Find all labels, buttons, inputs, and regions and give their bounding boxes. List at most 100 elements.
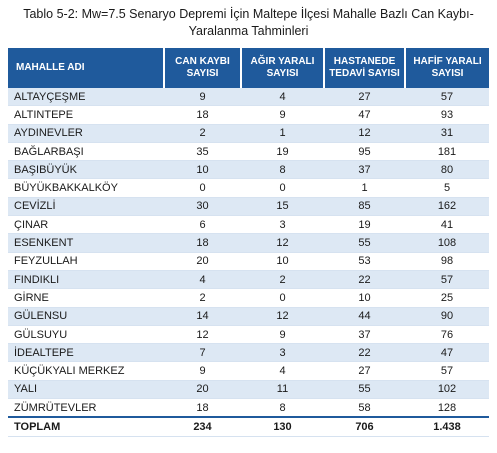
cell-severe-injured: 0	[241, 178, 324, 198]
header-hospital-treated: HASTANEDE TEDAVİ SAYISI	[323, 48, 405, 88]
cell-severe-injured: 8	[241, 398, 324, 418]
cell-severe-injured: 12	[241, 233, 324, 253]
table-row: ALTAYÇEŞME 9 4 27 57	[8, 88, 489, 107]
cell-light-injured: 162	[405, 197, 489, 217]
cell-light-injured: 80	[405, 160, 489, 180]
header-light-injured-line-1: HAFİF YARALI	[413, 56, 482, 67]
total-row: TOPLAM 234 130 706 1.438	[8, 416, 489, 437]
cell-severe-injured: 10	[241, 252, 324, 271]
cell-hospital-treated: 58	[324, 398, 405, 418]
total-hospital-treated: 706	[324, 416, 405, 437]
cell-neighborhood: CEVİZLİ	[8, 197, 164, 217]
cell-severe-injured: 0	[241, 288, 324, 308]
table-row: BÜYÜKBAKKALKÖY 0 0 1 5	[8, 178, 489, 198]
header-neighborhood-line-1: MAHALLE ADI	[16, 62, 85, 73]
cell-deaths: 18	[164, 233, 241, 253]
total-severe-injured: 130	[241, 416, 324, 437]
cell-hospital-treated: 27	[324, 361, 405, 381]
table-row: GİRNE 2 0 10 25	[8, 288, 489, 308]
cell-hospital-treated: 1	[324, 178, 405, 198]
cell-neighborhood: FINDIKLI	[8, 270, 164, 290]
cell-hospital-treated: 55	[324, 233, 405, 253]
cell-light-injured: 181	[405, 142, 489, 162]
cell-neighborhood: İDEALTEPE	[8, 343, 164, 363]
cell-light-injured: 128	[405, 398, 489, 418]
cell-neighborhood: GÜLSUYU	[8, 325, 164, 345]
cell-neighborhood: ALTINTEPE	[8, 105, 164, 125]
cell-deaths: 4	[164, 270, 241, 290]
cell-deaths: 20	[164, 252, 241, 271]
cell-severe-injured: 15	[241, 197, 324, 217]
cell-neighborhood: AYDINEVLER	[8, 124, 164, 143]
cell-hospital-treated: 55	[324, 380, 405, 400]
header-row: MAHALLE ADI CAN KAYBI SAYISI AĞIR YARALI SAY…	[8, 48, 489, 88]
cell-deaths: 30	[164, 197, 241, 217]
cell-hospital-treated: 95	[324, 142, 405, 162]
cell-neighborhood: BAĞLARBAŞI	[8, 142, 164, 162]
cell-light-injured: 76	[405, 325, 489, 345]
cell-deaths: 20	[164, 380, 241, 400]
cell-light-injured: 93	[405, 105, 489, 125]
table-body: ALTAYÇEŞME 9 4 27 57 ALTINTEPE 18 9 47 93 AYDINEVL…	[8, 88, 489, 418]
cell-deaths: 7	[164, 343, 241, 363]
cell-neighborhood: GİRNE	[8, 288, 164, 308]
cell-severe-injured: 3	[241, 215, 324, 235]
cell-deaths: 35	[164, 142, 241, 162]
table-row: CEVİZLİ 30 15 85 162	[8, 197, 489, 217]
table-row: BAĞLARBAŞI 35 19 95 181	[8, 142, 489, 162]
cell-hospital-treated: 12	[324, 124, 405, 143]
table-row: KÜÇÜKYALI MERKEZ 9 4 27 57	[8, 361, 489, 381]
header-deaths-line-2: SAYISI	[186, 68, 219, 79]
cell-neighborhood: ALTAYÇEŞME	[8, 88, 164, 107]
table-row: ÇINAR 6 3 19 41	[8, 215, 489, 235]
cell-neighborhood: BÜYÜKBAKKALKÖY	[8, 178, 164, 198]
cell-light-injured: 102	[405, 380, 489, 400]
cell-light-injured: 5	[405, 178, 489, 198]
table-row: FINDIKLI 4 2 22 57	[8, 270, 489, 290]
cell-neighborhood: KÜÇÜKYALI MERKEZ	[8, 361, 164, 381]
cell-deaths: 18	[164, 398, 241, 418]
header-light-injured: HAFİF YARALI SAYISI	[404, 48, 489, 88]
cell-light-injured: 25	[405, 288, 489, 308]
header-hospital-treated-line-1: HASTANEDE	[333, 56, 396, 67]
cell-neighborhood: ZÜMRÜTEVLER	[8, 398, 164, 418]
cell-light-injured: 98	[405, 252, 489, 271]
caption-line-1: Tablo 5-2: Mw=7.5 Senaryo Depremi İçin M…	[23, 7, 474, 21]
cell-light-injured: 108	[405, 233, 489, 253]
cell-severe-injured: 4	[241, 361, 324, 381]
cell-deaths: 9	[164, 361, 241, 381]
table-row: ALTINTEPE 18 9 47 93	[8, 105, 489, 125]
cell-deaths: 10	[164, 160, 241, 180]
cell-light-injured: 57	[405, 88, 489, 107]
cell-severe-injured: 12	[241, 307, 324, 326]
cell-hospital-treated: 53	[324, 252, 405, 271]
header-deaths-line-1: CAN KAYBI	[175, 56, 230, 67]
table-row: BAŞIBÜYÜK 10 8 37 80	[8, 160, 489, 180]
table-row: GÜLENSU 14 12 44 90	[8, 307, 489, 326]
cell-neighborhood: YALI	[8, 380, 164, 400]
cell-severe-injured: 4	[241, 88, 324, 107]
header-neighborhood: MAHALLE ADI	[8, 48, 164, 88]
table-row: FEYZULLAH 20 10 53 98	[8, 252, 489, 271]
cell-severe-injured: 9	[241, 105, 324, 125]
cell-hospital-treated: 19	[324, 215, 405, 235]
casualty-table: MAHALLE ADI CAN KAYBI SAYISI AĞIR YARALI SAY…	[8, 48, 489, 437]
cell-deaths: 12	[164, 325, 241, 345]
cell-deaths: 2	[164, 288, 241, 308]
table-footer: TOPLAM 234 130 706 1.438	[8, 416, 489, 437]
header-hospital-treated-line-2: TEDAVİ SAYISI	[329, 68, 400, 79]
cell-light-injured: 90	[405, 307, 489, 326]
cell-hospital-treated: 47	[324, 105, 405, 125]
cell-severe-injured: 2	[241, 270, 324, 290]
cell-hospital-treated: 27	[324, 88, 405, 107]
total-light-injured: 1.438	[405, 416, 489, 437]
total-neighborhood: TOPLAM	[8, 416, 164, 437]
cell-hospital-treated: 44	[324, 307, 405, 326]
cell-deaths: 14	[164, 307, 241, 326]
table-row: YALI 20 11 55 102	[8, 380, 489, 400]
total-deaths: 234	[164, 416, 241, 437]
table-header: MAHALLE ADI CAN KAYBI SAYISI AĞIR YARALI SAY…	[8, 48, 489, 88]
cell-hospital-treated: 37	[324, 160, 405, 180]
cell-hospital-treated: 85	[324, 197, 405, 217]
cell-neighborhood: ÇINAR	[8, 215, 164, 235]
